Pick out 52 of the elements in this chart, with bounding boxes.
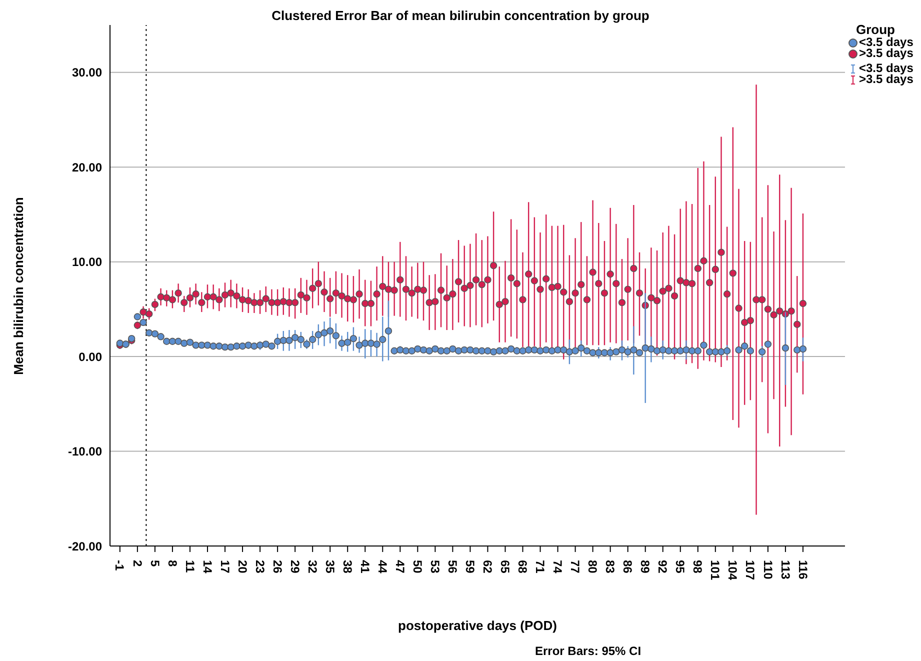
x-tick-label: 17 [218, 560, 232, 574]
y-axis-title: Mean bilirubin concentration [10, 196, 26, 374]
x-tick-label: 104 [726, 560, 740, 580]
x-tick-label: 98 [690, 560, 705, 574]
x-tick-label: 110 [760, 560, 775, 580]
x-tick-label: 53 [428, 560, 442, 574]
x-tick-label: 80 [586, 560, 600, 574]
x-tick-label: 101 [708, 560, 722, 580]
x-tick-label: -1 [112, 560, 127, 571]
x-tick-label: 59 [463, 560, 478, 574]
x-tick-label: 71 [533, 560, 548, 574]
x-tick-label: 2 [130, 560, 144, 567]
x-tick-label: 107 [743, 560, 758, 580]
x-tick-label: 89 [638, 560, 652, 574]
x-tick-label: 113 [778, 560, 792, 580]
x-tick-label: 56 [445, 560, 460, 574]
x-tick-label: 47 [392, 560, 407, 574]
y-tick-label: 20.00 [72, 160, 102, 174]
chart-title: Clustered Error Bar of mean bilirubin concentration by group [270, 8, 650, 23]
y-tick-label: -20.00 [68, 539, 102, 554]
x-tick-label: 23 [252, 560, 267, 574]
x-tick-label: 50 [410, 560, 424, 574]
x-tick-label: 65 [498, 560, 512, 574]
legend-label: <3.5 days [859, 61, 914, 75]
text: Error Bars: 95% CI [535, 644, 642, 658]
x-tick-label: 74 [550, 560, 565, 574]
x-tick-label: 5 [148, 560, 162, 567]
x-tick-label: 116 [796, 560, 810, 580]
y-tick-label: 10.00 [72, 255, 102, 270]
y-tick-label: -10.00 [68, 444, 102, 459]
x-tick-label: 44 [375, 560, 390, 574]
x-tick-label: 41 [358, 560, 372, 574]
y-tick-label: 30.00 [72, 66, 102, 80]
x-tick-label: 77 [568, 560, 582, 574]
x-axis-title: postoperative days (POD) [397, 618, 558, 633]
x-tick-label: 26 [270, 560, 284, 574]
x-tick-label: 20 [235, 560, 250, 574]
x-tick-label: 32 [305, 560, 320, 574]
x-tick-label: 92 [656, 560, 670, 574]
x-tick-label: 68 [516, 560, 530, 574]
x-tick-label: 83 [603, 560, 618, 574]
x-tick-label: 11 [182, 560, 197, 574]
x-tick-label: 35 [322, 560, 337, 574]
legend-title: Group [856, 22, 896, 37]
y-tick-label: 0.00 [78, 350, 102, 364]
x-tick-label: 86 [620, 560, 635, 574]
x-tick-label: 95 [673, 560, 688, 574]
x-tick-label: 29 [288, 560, 302, 574]
x-tick-label: 8 [165, 560, 180, 567]
x-tick-label: 38 [340, 560, 354, 574]
x-tick-label: 14 [200, 560, 214, 574]
x-tick-label: 62 [480, 560, 495, 574]
